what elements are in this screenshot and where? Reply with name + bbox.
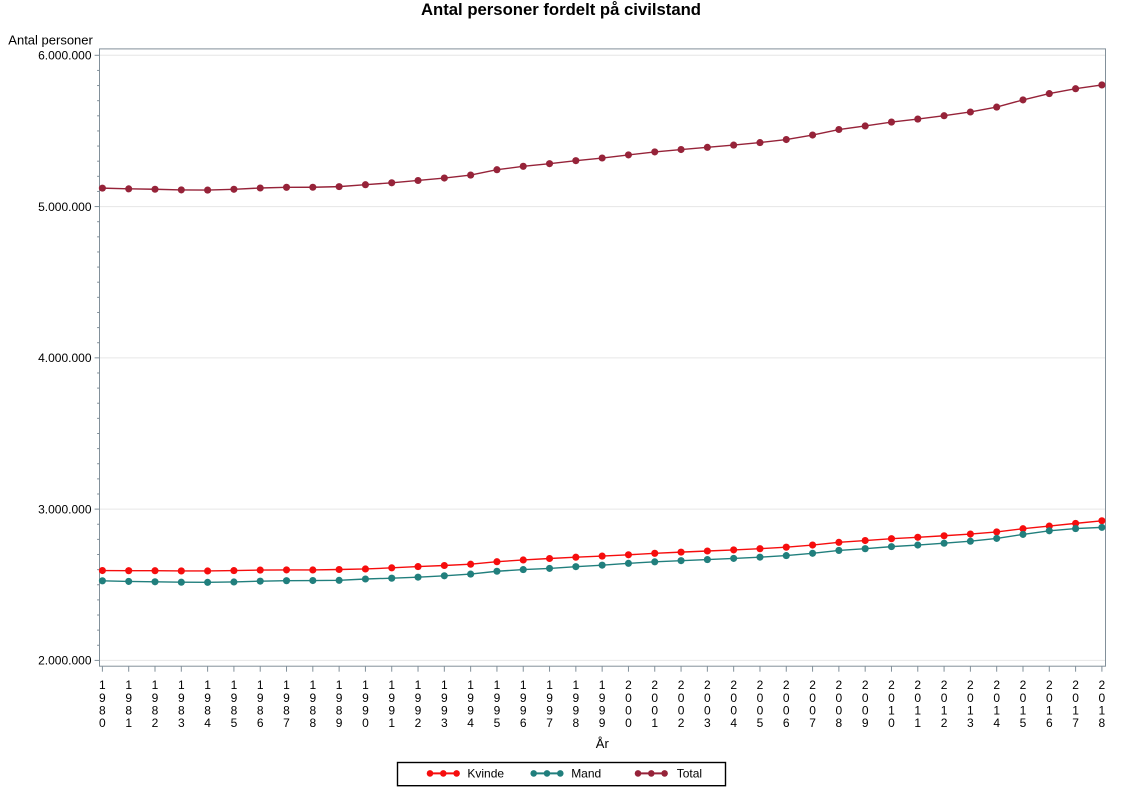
svg-text:4.000.000: 4.000.000 [38,351,92,365]
svg-text:6.000.000: 6.000.000 [38,49,92,63]
svg-text:Kvinde: Kvinde [467,767,504,781]
svg-text:Mand: Mand [571,767,601,781]
svg-text:Total: Total [677,767,702,781]
svg-text:2.000.000: 2.000.000 [38,654,92,668]
svg-text:5.000.000: 5.000.000 [38,200,92,214]
svg-text:Antal personer: Antal personer [8,32,93,47]
svg-text:3.000.000: 3.000.000 [38,502,92,516]
svg-text:År: År [596,736,610,751]
svg-text:Antal personer fordelt på civi: Antal personer fordelt på civilstand [421,0,701,19]
